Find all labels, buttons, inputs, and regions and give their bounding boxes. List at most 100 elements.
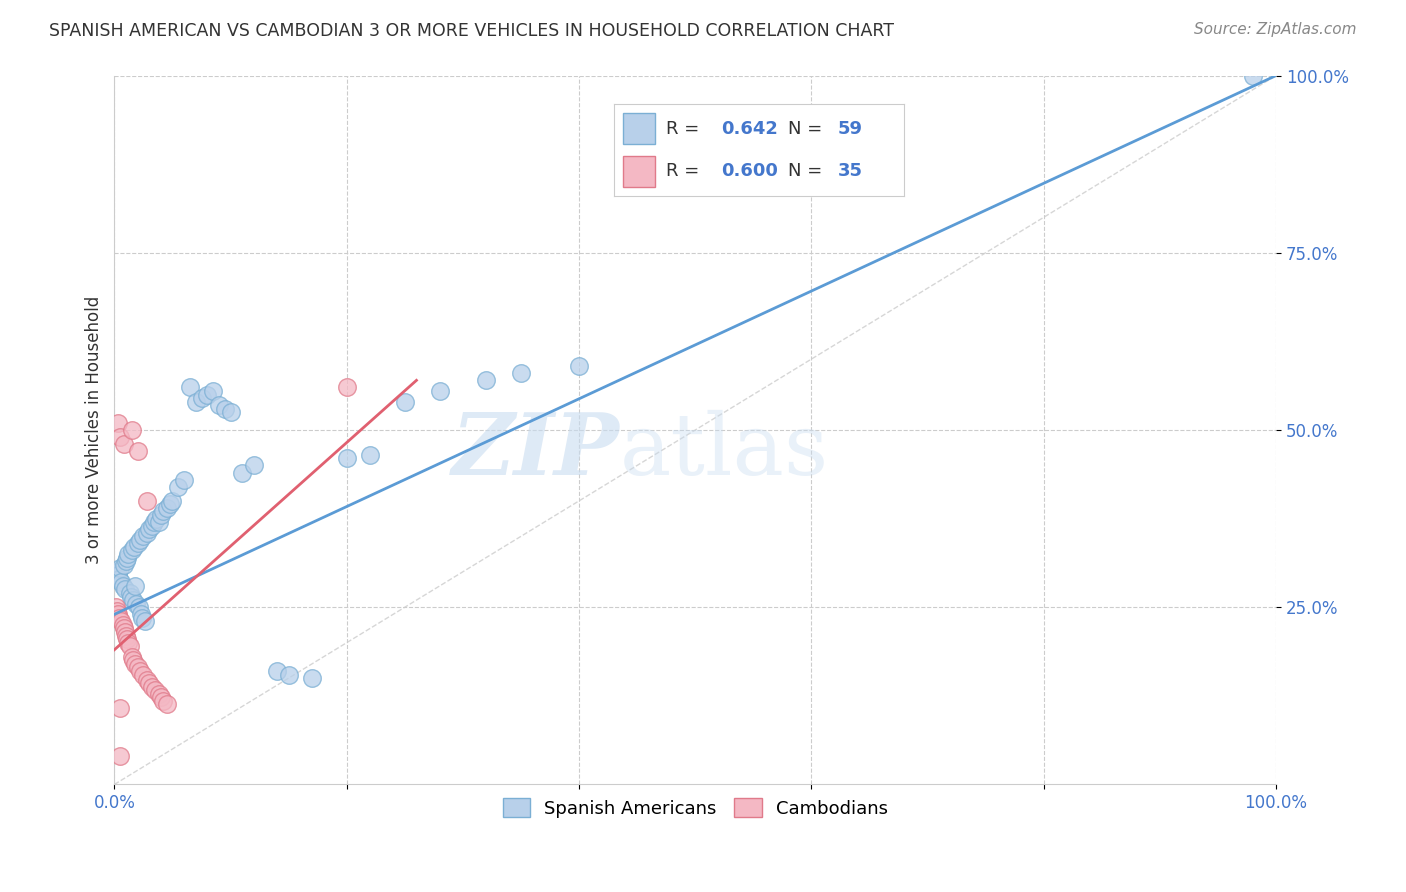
Point: [132, 529, 155, 543]
Point: [231, 466, 253, 480]
Point: [129, 607, 152, 622]
Point: [128, 600, 150, 615]
Point: [110, 561, 132, 575]
Point: [143, 683, 166, 698]
Point: [112, 558, 135, 572]
Point: [127, 536, 149, 550]
Point: [124, 657, 146, 671]
Text: Source: ZipAtlas.com: Source: ZipAtlas.com: [1194, 22, 1357, 37]
Point: [429, 384, 451, 398]
Point: [122, 653, 145, 667]
Point: [110, 701, 132, 715]
Point: [136, 525, 159, 540]
Point: [115, 554, 138, 568]
Point: [148, 687, 170, 701]
Point: [219, 405, 242, 419]
Point: [138, 522, 160, 536]
Point: [156, 500, 179, 515]
Point: [132, 667, 155, 681]
Point: [568, 359, 591, 374]
Point: [131, 611, 153, 625]
Point: [118, 586, 141, 600]
Legend: Spanish Americans, Cambodians: Spanish Americans, Cambodians: [495, 791, 896, 825]
Text: SPANISH AMERICAN VS CAMBODIAN 3 OR MORE VEHICLES IN HOUSEHOLD CORRELATION CHART: SPANISH AMERICAN VS CAMBODIAN 3 OR MORE …: [49, 22, 894, 40]
Point: [152, 694, 174, 708]
Point: [134, 615, 156, 629]
Point: [125, 597, 148, 611]
Point: [142, 515, 165, 529]
Point: [152, 504, 174, 518]
Point: [127, 660, 149, 674]
Point: [122, 540, 145, 554]
Point: [108, 611, 131, 625]
Point: [277, 667, 299, 681]
Point: [115, 632, 138, 646]
Point: [301, 671, 323, 685]
Point: [129, 533, 152, 547]
Point: [202, 384, 225, 398]
Point: [162, 494, 184, 508]
Point: [145, 511, 167, 525]
Point: [117, 635, 139, 649]
Point: [105, 604, 128, 618]
Point: [336, 451, 359, 466]
Point: [141, 680, 163, 694]
Point: [118, 639, 141, 653]
Point: [136, 673, 159, 687]
Point: [121, 543, 143, 558]
Point: [167, 480, 190, 494]
Point: [112, 437, 135, 451]
Point: [110, 575, 132, 590]
Point: [190, 391, 212, 405]
Point: [136, 494, 159, 508]
Point: [394, 394, 416, 409]
Point: [127, 444, 149, 458]
Point: [184, 394, 207, 409]
Point: [114, 582, 136, 597]
Point: [107, 607, 129, 622]
Point: [110, 749, 132, 764]
Point: [208, 398, 231, 412]
Point: [105, 565, 128, 579]
Text: atlas: atlas: [620, 409, 830, 492]
Point: [149, 508, 172, 522]
Point: [121, 423, 143, 437]
Point: [148, 515, 170, 529]
Y-axis label: 3 or more Vehicles in Household: 3 or more Vehicles in Household: [86, 296, 103, 564]
Point: [108, 572, 131, 586]
Point: [129, 664, 152, 678]
Point: [121, 649, 143, 664]
Point: [107, 568, 129, 582]
Point: [111, 579, 134, 593]
Point: [112, 622, 135, 636]
Point: [266, 664, 288, 678]
Point: [359, 448, 381, 462]
Point: [510, 366, 533, 380]
Point: [195, 387, 218, 401]
Point: [179, 380, 201, 394]
Point: [475, 373, 498, 387]
Point: [156, 698, 179, 712]
Point: [117, 547, 139, 561]
Point: [243, 458, 266, 473]
Point: [173, 473, 195, 487]
Point: [104, 600, 127, 615]
Point: [115, 550, 138, 565]
Point: [149, 690, 172, 705]
Point: [115, 629, 138, 643]
Point: [141, 518, 163, 533]
Point: [111, 618, 134, 632]
Text: ZIP: ZIP: [451, 409, 620, 493]
Point: [1241, 69, 1264, 83]
Point: [159, 497, 181, 511]
Point: [124, 579, 146, 593]
Point: [114, 625, 136, 640]
Point: [110, 430, 132, 444]
Point: [122, 593, 145, 607]
Point: [214, 401, 236, 416]
Point: [107, 416, 129, 430]
Point: [120, 590, 142, 604]
Point: [110, 615, 132, 629]
Point: [336, 380, 359, 394]
Point: [138, 676, 160, 690]
